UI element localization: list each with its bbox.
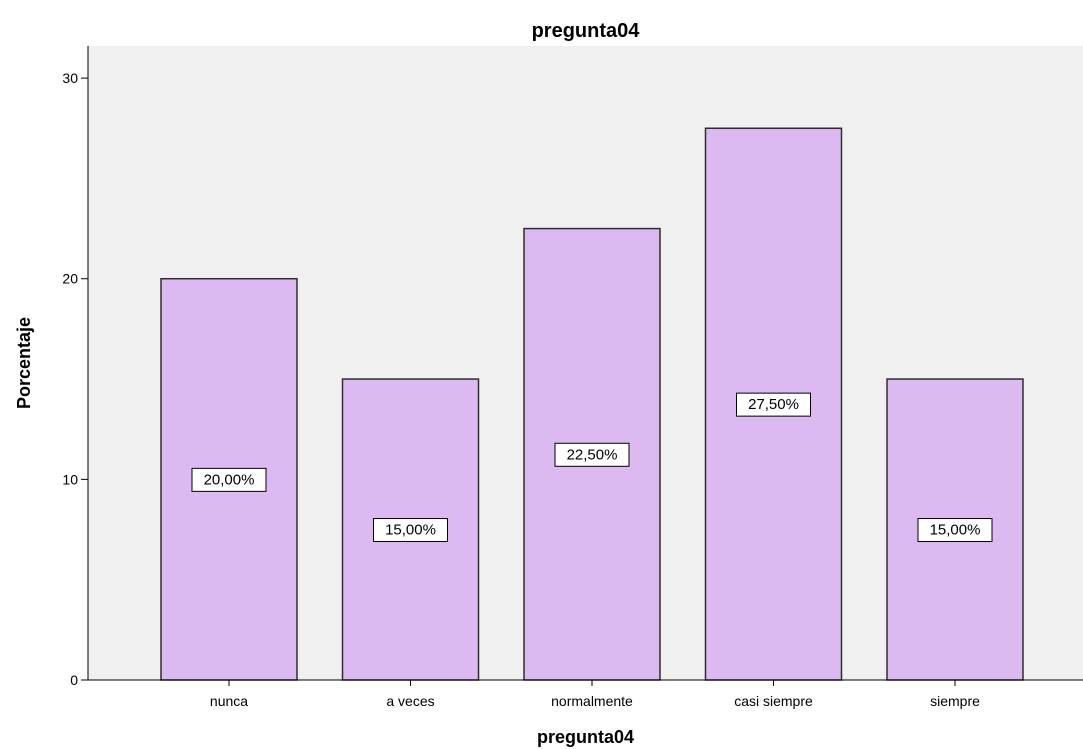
x-tick-label: siempre — [930, 693, 980, 709]
y-tick-label: 20 — [62, 271, 78, 287]
data-label: 20,00% — [191, 467, 267, 492]
data-label-box — [554, 442, 630, 467]
axes-layer: 0 10 20 30 nunca a veces normalmente casi siemp… — [62, 46, 1083, 709]
data-labels-layer: 20,00% 15,00% 22,50% 27,50% 15,00% — [191, 392, 993, 543]
data-label: 27,50% — [736, 392, 811, 417]
y-tick-label: 10 — [62, 471, 78, 487]
data-label-text: 22,50% — [567, 446, 618, 463]
y-axis-label: Porcentaje — [14, 317, 34, 409]
data-label-box — [191, 467, 267, 492]
data-label-box — [736, 392, 811, 417]
x-tick-label: a veces — [386, 693, 434, 709]
data-label-box — [373, 518, 448, 543]
x-tick-label: normalmente — [551, 693, 633, 709]
x-tick-label: casi siempre — [734, 693, 813, 709]
data-label: 22,50% — [554, 442, 630, 467]
x-axis-label: pregunta04 — [537, 727, 634, 747]
data-label-text: 27,50% — [748, 396, 799, 413]
data-label: 15,00% — [373, 518, 448, 543]
y-tick-label: 0 — [70, 672, 78, 688]
data-label: 15,00% — [917, 518, 993, 543]
y-tick-label: 30 — [62, 70, 78, 86]
x-tick-label: nunca — [210, 693, 248, 709]
data-label-box — [917, 518, 993, 543]
data-label-text: 20,00% — [204, 471, 255, 488]
data-label-text: 15,00% — [385, 522, 436, 539]
data-label-text: 15,00% — [930, 522, 981, 539]
chart-title: pregunta04 — [532, 20, 641, 42]
